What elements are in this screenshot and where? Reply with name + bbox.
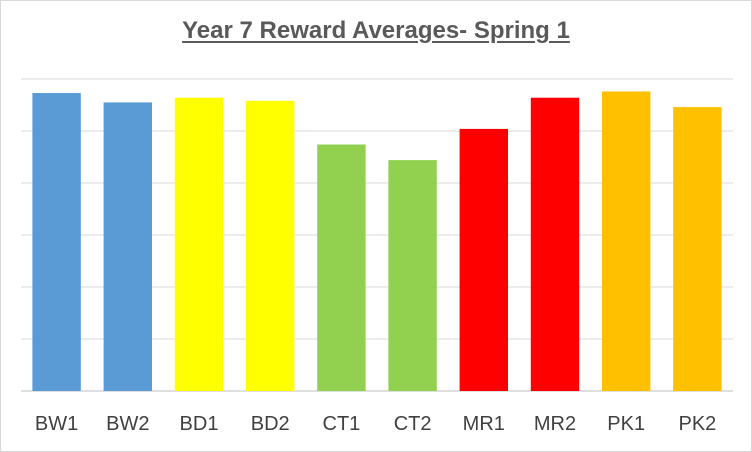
- x-tick-label: BD2: [251, 413, 290, 435]
- x-tick-label: BW1: [35, 413, 78, 435]
- bar-mr2: [530, 97, 580, 391]
- bar-bw2: [103, 102, 153, 392]
- bar-ct1: [317, 144, 366, 391]
- x-tick-label: PK2: [678, 413, 716, 435]
- bar-ct2: [388, 160, 437, 391]
- x-tick-label: BW2: [106, 413, 149, 435]
- x-tick-label: MR2: [534, 413, 576, 435]
- bars: [32, 91, 722, 392]
- bar-mr1: [459, 128, 509, 392]
- chart-title: Year 7 Reward Averages- Spring 1: [182, 17, 570, 44]
- bar-pk2: [673, 107, 722, 391]
- bar-pk1: [601, 91, 651, 391]
- x-tick-label: MR1: [463, 413, 505, 435]
- bar-bd1: [174, 97, 224, 391]
- bar-bw1: [32, 93, 81, 391]
- x-tick-label: PK1: [607, 413, 645, 435]
- x-axis-labels: BW1 BW2 BD1 BD2 CT1 CT2 MR1 MR2 PK1 PK2: [35, 413, 716, 435]
- x-tick-label: BD1: [180, 413, 219, 435]
- x-tick-label: CT1: [323, 413, 361, 435]
- x-tick-label: CT2: [394, 413, 432, 435]
- bar-bd2: [245, 100, 295, 391]
